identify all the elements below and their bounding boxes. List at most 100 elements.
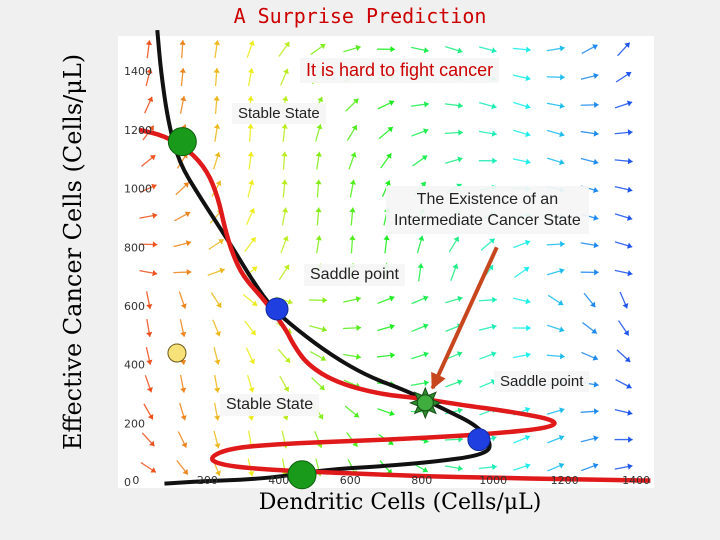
flow-arrow-head [315, 151, 322, 157]
flow-arrow-head [321, 326, 327, 333]
flow-arrow-head [353, 98, 359, 105]
flow-arrow-head [418, 235, 425, 241]
annotation-stable-state-top: Stable State [232, 103, 326, 124]
flow-arrow-head [389, 410, 395, 417]
flow-arrow-head [147, 96, 154, 103]
flow-arrow-head [149, 440, 155, 447]
flow-arrow-head [525, 298, 531, 305]
stable-state-point [167, 127, 197, 157]
flow-arrow-head [182, 469, 188, 475]
stable-state-point [287, 460, 317, 490]
x-tick-label: 600 [340, 474, 361, 487]
flow-arrow-head [559, 159, 565, 166]
flow-arrow-head [627, 463, 633, 470]
flow-arrow-head [148, 125, 154, 132]
flow-arrow-head [457, 102, 463, 109]
flow-arrow-head [353, 412, 360, 418]
flow-arrow-head [593, 72, 599, 80]
flow-arrow-head [151, 183, 157, 190]
flow-arrow-head [525, 75, 531, 82]
flow-arrow-head [627, 270, 633, 277]
flow-arrow-head [559, 267, 565, 275]
flow-arrow-head [453, 236, 459, 243]
flow-arrow-head [559, 326, 565, 333]
flow-arrow-head [559, 407, 565, 414]
flow-arrow-head [559, 45, 565, 52]
y-axis-label: Effective Cancer Cells (Cells/μL) [59, 53, 87, 451]
x-tick-label: 200 [197, 474, 218, 487]
x-tick-label: 1200 [551, 474, 579, 487]
flow-arrow-head [356, 324, 362, 331]
flow-arrow-head [560, 240, 565, 248]
flow-arrow-head [593, 186, 599, 193]
flow-arrow-head [592, 354, 598, 361]
nullcline-red [138, 127, 651, 483]
flow-arrow-head [355, 353, 361, 360]
flow-arrow-head [287, 298, 293, 305]
flow-arrow-head [593, 408, 599, 415]
flow-arrow-head [247, 151, 254, 157]
flow-arrow-head [457, 379, 463, 386]
flow-arrow-head [558, 434, 565, 441]
plot-area [118, 36, 654, 488]
annotation-stable-state-bottom: Stable State [220, 394, 320, 416]
flow-arrow-head [627, 242, 633, 249]
y-tick-label: 1400 [124, 65, 152, 78]
flow-arrow-head [593, 158, 599, 165]
flow-arrow-head [315, 207, 322, 213]
flow-arrow-head [184, 211, 191, 218]
flow-arrow-head [320, 355, 326, 361]
flow-arrow-head [492, 157, 497, 164]
flow-arrow-head [316, 124, 323, 130]
flow-arrow-head [250, 329, 256, 336]
flow-arrow-head [180, 387, 187, 393]
annotation-intermediate-line2: Intermediate Cancer State [394, 212, 581, 229]
flow-arrow-head [422, 466, 428, 473]
x-tick-label: 0 [132, 474, 139, 487]
flow-arrow-head [249, 358, 255, 365]
flow-arrow-head [186, 268, 192, 276]
flow-arrow-head [215, 470, 221, 476]
flow-arrow-head [214, 359, 221, 365]
flow-arrow-head [248, 387, 255, 393]
y-tick-label: 200 [124, 417, 145, 430]
flow-arrow-head [624, 356, 631, 362]
flow-arrow-head [489, 238, 495, 244]
flow-arrow-head [525, 351, 531, 359]
flow-arrow-head [283, 386, 290, 392]
intermediate-state-point [416, 394, 434, 412]
flow-arrow-head [247, 415, 255, 421]
annotation-saddle-upper: Saddle point [304, 264, 405, 286]
flow-arrow-head [215, 180, 222, 187]
flow-arrow-head [384, 180, 391, 186]
flow-arrow-head [592, 44, 598, 50]
flow-arrow-head [525, 463, 531, 470]
flow-arrow-head [622, 303, 629, 309]
flow-arrow-head [152, 212, 158, 219]
x-axis-label: Dendritic Cells (Cells/μL) [258, 490, 542, 515]
flow-arrow-head [213, 96, 220, 101]
flow-arrow-head [213, 415, 221, 421]
flow-arrow-head [349, 179, 356, 185]
flow-arrow-head [457, 47, 463, 54]
flow-arrow-head [523, 267, 530, 273]
flow-arrow-head [422, 323, 429, 330]
flow-arrow-head [420, 181, 426, 188]
flow-arrow-head [525, 131, 531, 138]
flow-arrow-head [250, 237, 256, 243]
flow-arrow-head [322, 297, 328, 304]
flow-arrow-head [355, 296, 361, 303]
flow-arrow-head [593, 242, 599, 249]
y-tick-label: 0 [124, 476, 131, 489]
flow-arrow-head [146, 386, 153, 393]
flow-arrow-head [526, 324, 531, 332]
flow-arrow-head [525, 46, 531, 53]
flow-arrow-head [421, 155, 428, 161]
flow-arrow-head [349, 235, 356, 241]
flow-arrow-head [593, 435, 599, 442]
flow-arrow-head [146, 359, 153, 365]
flow-arrow-head [559, 353, 565, 360]
flow-arrow-head [491, 130, 497, 137]
flow-arrow-head [152, 269, 158, 277]
flow-arrow-head [213, 123, 221, 129]
